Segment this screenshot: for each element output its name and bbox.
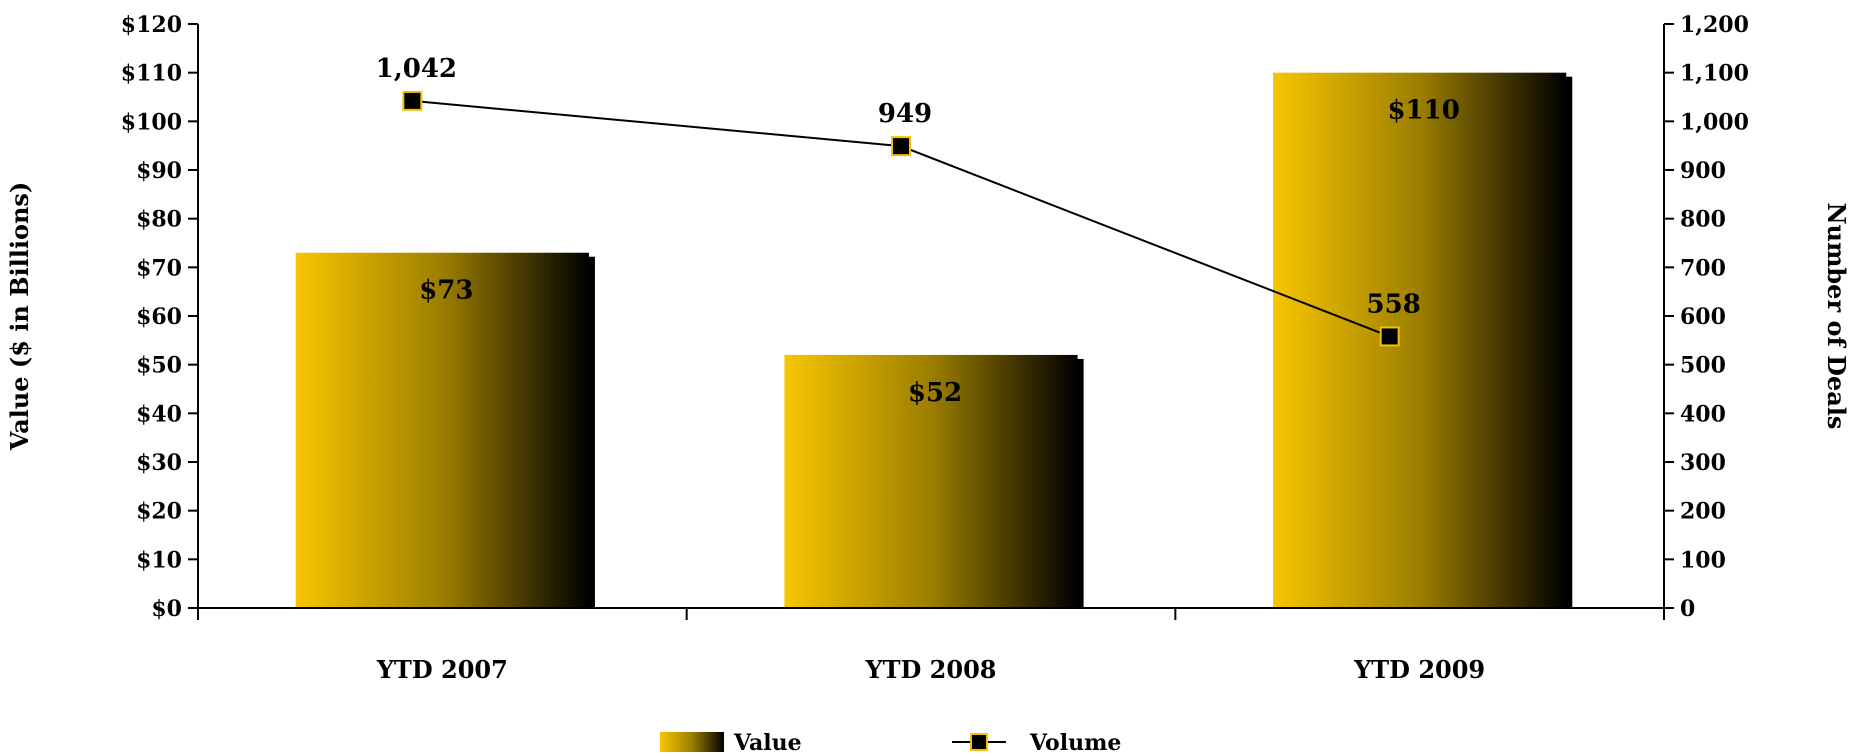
category-label: YTD 2007 xyxy=(376,655,508,684)
right-axis-title: Number of Deals xyxy=(1822,203,1851,430)
volume-marker xyxy=(1379,326,1400,347)
right-tick-label: 900 xyxy=(1680,158,1726,184)
value-bar xyxy=(295,252,589,608)
right-tick-label: 700 xyxy=(1680,255,1726,281)
right-axis: 0 100 200 300 400 500 600 700 800 900 1,000 1,100 1,… xyxy=(1663,12,1749,622)
legend-value-label: Value xyxy=(733,730,802,754)
legend-value-swatch xyxy=(660,732,724,752)
right-tick-label: 800 xyxy=(1680,207,1726,233)
value-bar xyxy=(784,354,1078,608)
right-tick-label: 1,100 xyxy=(1680,61,1749,87)
left-tick-label: $60 xyxy=(136,304,182,330)
left-tick-label: $70 xyxy=(136,255,182,281)
value-bar-label: $73 xyxy=(419,276,473,306)
left-axis: $0 $10 $20 $30 $40 $50 $60 $70 $80 $90 $100 $110 $12… xyxy=(121,12,199,622)
volume-data-label: 949 xyxy=(878,99,932,129)
legend: Value Volume xyxy=(660,730,1121,754)
volume-data-label: 558 xyxy=(1367,289,1421,319)
left-tick-label: $40 xyxy=(136,401,182,427)
right-tick-label: 600 xyxy=(1680,304,1726,330)
right-tick-label: 500 xyxy=(1680,353,1726,379)
left-tick-label: $0 xyxy=(151,596,182,622)
right-tick-label: 0 xyxy=(1680,596,1695,622)
volume-marker xyxy=(891,136,911,157)
left-tick-label: $20 xyxy=(136,499,182,525)
left-tick-label: $120 xyxy=(121,12,182,38)
category-label: YTD 2009 xyxy=(1353,655,1485,684)
right-tick-label: 200 xyxy=(1680,499,1726,525)
value-bar xyxy=(1273,72,1567,608)
left-tick-label: $100 xyxy=(121,109,182,135)
left-tick-label: $30 xyxy=(136,450,182,476)
left-axis-title: Value ($ in Billions) xyxy=(5,182,34,452)
right-tick-label: 300 xyxy=(1680,450,1726,476)
right-tick-label: 100 xyxy=(1680,547,1726,573)
volume-series: 1,042 949 558 xyxy=(376,54,1421,347)
left-tick-label: $90 xyxy=(136,158,182,184)
volume-marker xyxy=(402,90,423,111)
legend-volume-label: Volume xyxy=(1029,730,1121,754)
legend-volume-marker xyxy=(970,733,988,751)
value-bars: $73 $52 $110 xyxy=(295,72,1573,608)
value-bar-label: $110 xyxy=(1387,96,1459,126)
left-tick-label: $80 xyxy=(136,207,182,233)
left-tick-label: $10 xyxy=(136,547,182,573)
right-tick-label: 1,200 xyxy=(1680,12,1749,38)
category-label: YTD 2008 xyxy=(865,655,997,684)
left-tick-label: $110 xyxy=(121,61,182,87)
x-axis: YTD 2007 YTD 2008 YTD 2009 xyxy=(197,607,1665,684)
value-bar-label: $52 xyxy=(908,378,962,408)
left-tick-label: $50 xyxy=(136,353,182,379)
volume-data-label: 1,042 xyxy=(376,54,457,84)
right-tick-label: 400 xyxy=(1680,401,1726,427)
right-tick-label: 1,000 xyxy=(1680,109,1749,135)
